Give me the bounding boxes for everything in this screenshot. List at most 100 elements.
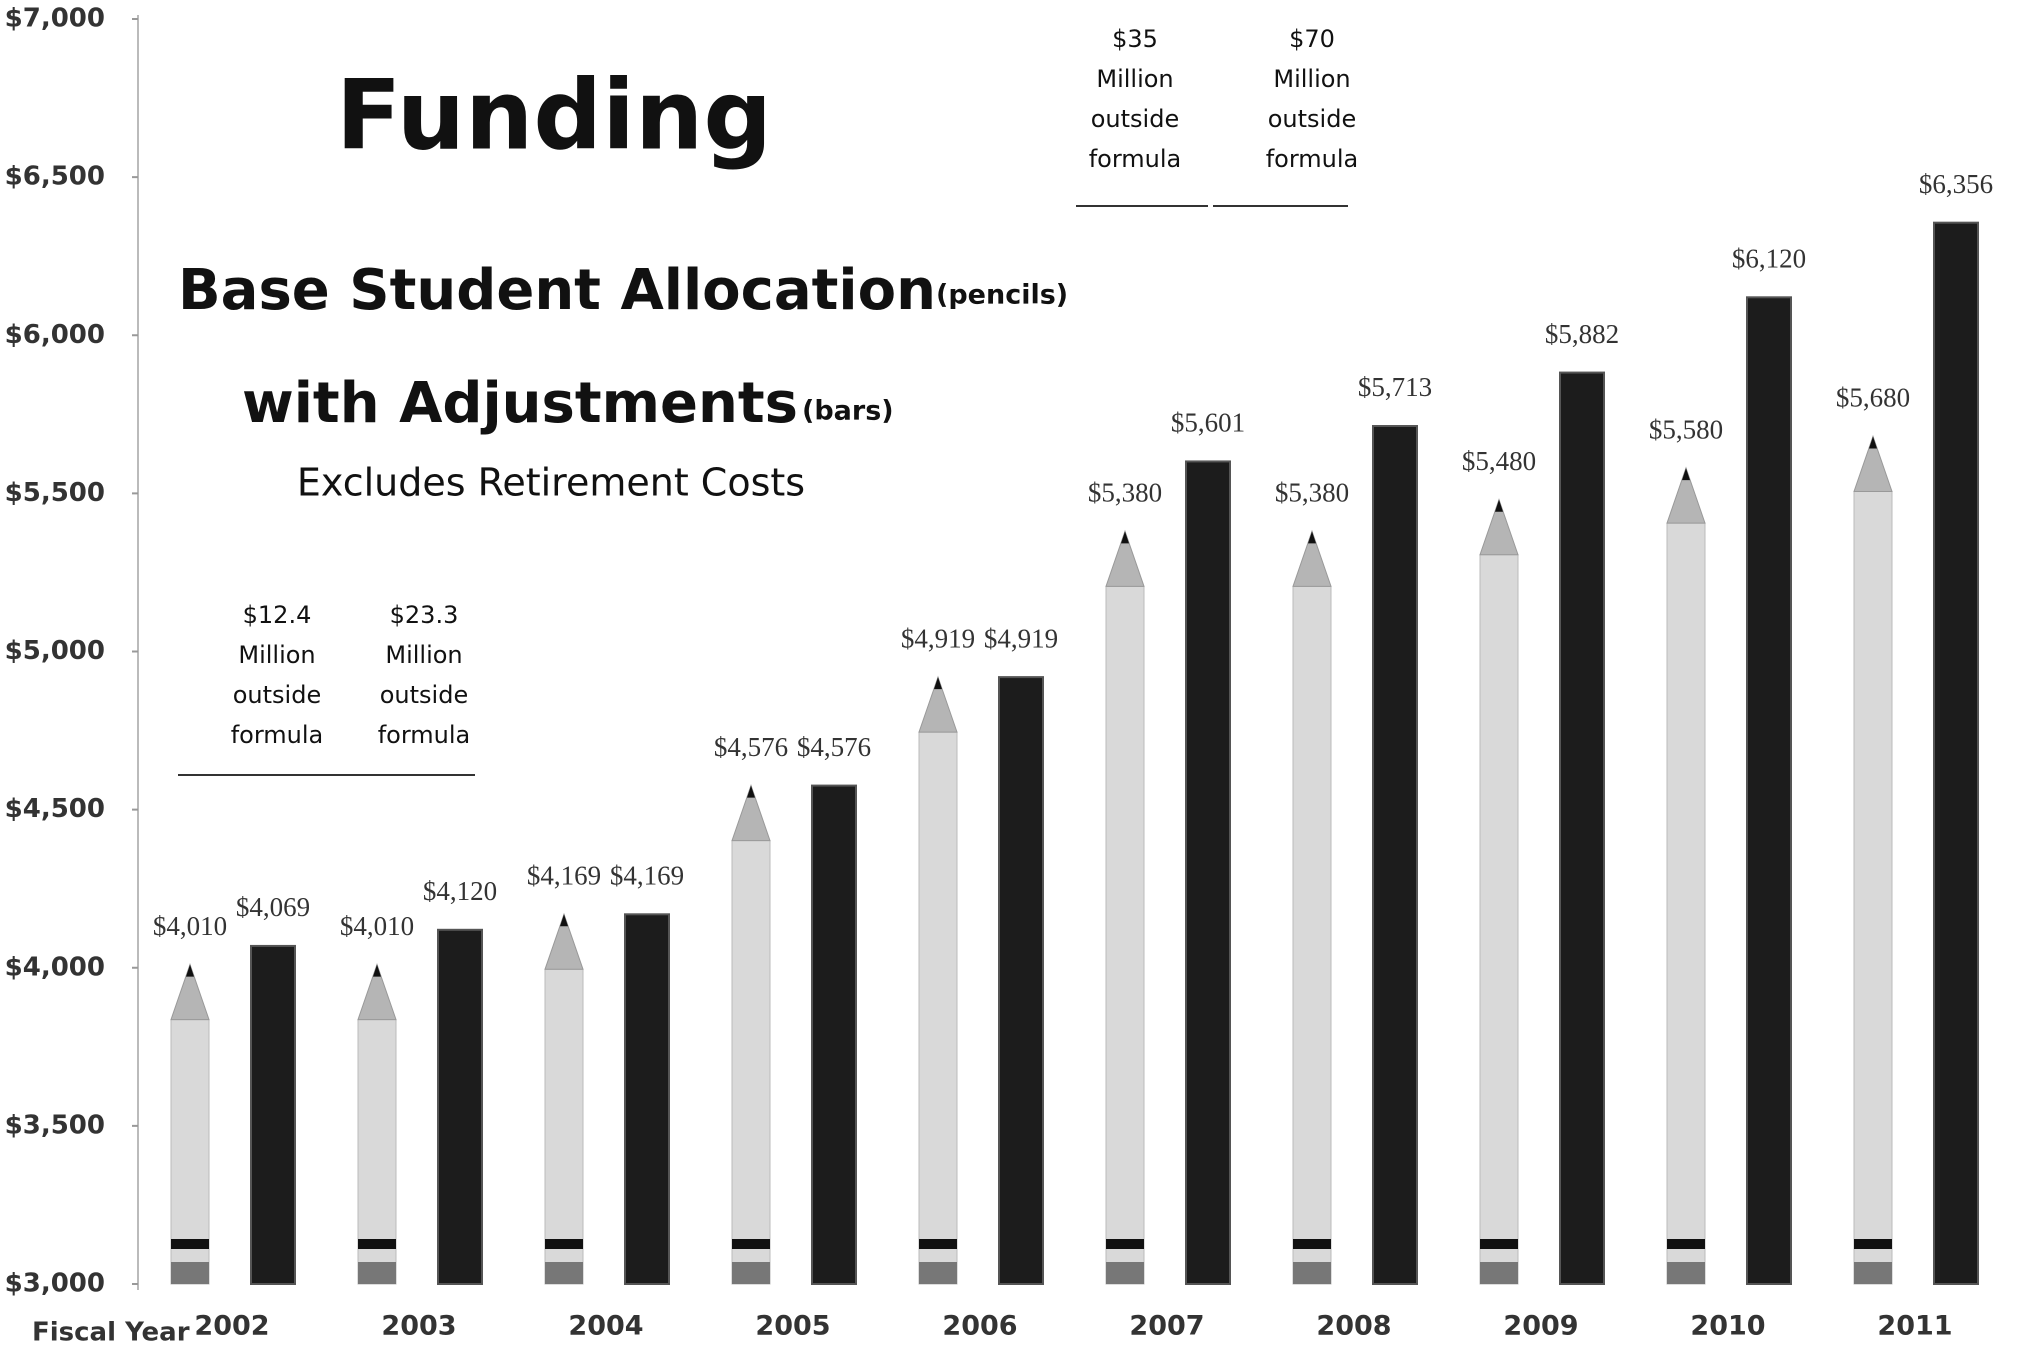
pencil-band (1480, 1239, 1518, 1249)
pencil-tip (357, 963, 397, 1021)
value-label: $4,576 (714, 732, 788, 762)
pencil-tip (1853, 434, 1893, 492)
pencil-lead (186, 964, 194, 977)
x-tick-label: 2006 (942, 1311, 1017, 1342)
y-tick-label: $5,500 (5, 478, 105, 508)
bar (1559, 371, 1605, 1285)
value-label: $5,580 (1649, 414, 1723, 444)
bar (1372, 425, 1418, 1286)
pencil-body (544, 968, 584, 1285)
pencil-tip (918, 675, 958, 733)
value-label: $6,356 (1919, 169, 1993, 199)
pencil-body (1105, 585, 1145, 1285)
x-tick-label: 2002 (194, 1311, 269, 1342)
pencil (1105, 529, 1145, 1285)
value-label: $5,713 (1358, 372, 1432, 402)
series-note: (bars) (802, 396, 894, 427)
pencil-band (171, 1239, 209, 1249)
pencil (731, 784, 771, 1285)
value-label: $5,480 (1462, 446, 1536, 476)
pencil-band (358, 1239, 396, 1249)
pencil-band (919, 1239, 957, 1249)
bar (624, 913, 670, 1286)
pencil-lead (1869, 436, 1877, 449)
x-tick-label: 2010 (1690, 1311, 1765, 1342)
subtitle: Excludes Retirement Costs (297, 461, 805, 505)
pencil-body (731, 840, 771, 1285)
value-label: $5,380 (1088, 478, 1162, 508)
pencil-tip (1292, 529, 1332, 587)
pencil-eraser (1667, 1262, 1705, 1284)
pencil-eraser (919, 1262, 957, 1284)
x-tick-label: 2004 (568, 1311, 643, 1342)
pencil-eraser (545, 1262, 583, 1284)
y-tick-label: $3,000 (5, 1269, 105, 1299)
pencil-lead (373, 964, 381, 977)
annotation: formula (378, 721, 471, 749)
value-label: $4,576 (797, 732, 871, 762)
x-tick-label: 2007 (1129, 1311, 1204, 1342)
pencil (1479, 498, 1519, 1285)
value-label: $4,169 (610, 861, 684, 891)
bar (998, 676, 1044, 1285)
pencil-eraser (171, 1262, 209, 1284)
bar (1185, 460, 1231, 1285)
x-tick-label: 2003 (381, 1311, 456, 1342)
x-tick-label: 2009 (1503, 1311, 1578, 1342)
value-label: $4,120 (423, 876, 497, 906)
annotation: Million (238, 641, 315, 669)
pencil-eraser (1854, 1262, 1892, 1284)
annotation: outside (233, 681, 321, 709)
y-tick-label: $5,000 (5, 636, 105, 666)
pencil-lead (1121, 531, 1129, 544)
y-tick-label: $7,000 (5, 4, 105, 34)
series-name: Base Student Allocation (178, 258, 936, 323)
pencil (357, 963, 397, 1285)
pencil (1292, 529, 1332, 1285)
pencil-lead (1495, 499, 1503, 512)
pencil-band (545, 1239, 583, 1249)
pencil-lead (934, 677, 942, 690)
bar (250, 944, 296, 1286)
bar (437, 928, 483, 1285)
pencil-tip (1105, 529, 1145, 587)
annotation: $23.3 (390, 601, 459, 629)
pencil-tip (170, 963, 210, 1021)
pencil-tip (1479, 498, 1519, 556)
y-tick-label: $4,500 (5, 794, 105, 824)
pencil-eraser (1106, 1262, 1144, 1284)
y-tick-label: $4,000 (5, 952, 105, 982)
y-tick-label: $3,500 (5, 1110, 105, 1140)
pencil (918, 675, 958, 1285)
pencil-lead (1682, 468, 1690, 481)
pencil (1853, 434, 1893, 1285)
pencil-body (918, 731, 958, 1285)
annotation: formula (1266, 145, 1359, 173)
pencil-body (1479, 554, 1519, 1285)
value-label: $4,010 (340, 911, 414, 941)
value-label: $6,120 (1732, 244, 1806, 274)
pencil-band (732, 1239, 770, 1249)
value-label: $4,010 (153, 911, 227, 941)
value-label: $5,680 (1836, 383, 1910, 413)
value-label: $5,601 (1171, 408, 1245, 438)
annotation: outside (1268, 105, 1356, 133)
x-tick-label: 2005 (755, 1311, 830, 1342)
pencil-eraser (732, 1262, 770, 1284)
pencil (1666, 466, 1706, 1285)
pencil-band (1667, 1239, 1705, 1249)
x-tick-label: 2008 (1316, 1311, 1391, 1342)
pencil (544, 912, 584, 1285)
bar (811, 784, 857, 1286)
value-label: $4,919 (901, 623, 975, 653)
annotation: $70 (1289, 25, 1335, 53)
annotation: outside (1091, 105, 1179, 133)
value-label: $5,882 (1545, 319, 1619, 349)
chart-title: Funding (336, 59, 772, 171)
pencil-lead (560, 914, 568, 927)
value-label: $4,919 (984, 623, 1058, 653)
bar (1746, 296, 1792, 1285)
pencil-eraser (358, 1262, 396, 1284)
x-axis-label: Fiscal Year (32, 1318, 190, 1347)
annotation: formula (231, 721, 324, 749)
